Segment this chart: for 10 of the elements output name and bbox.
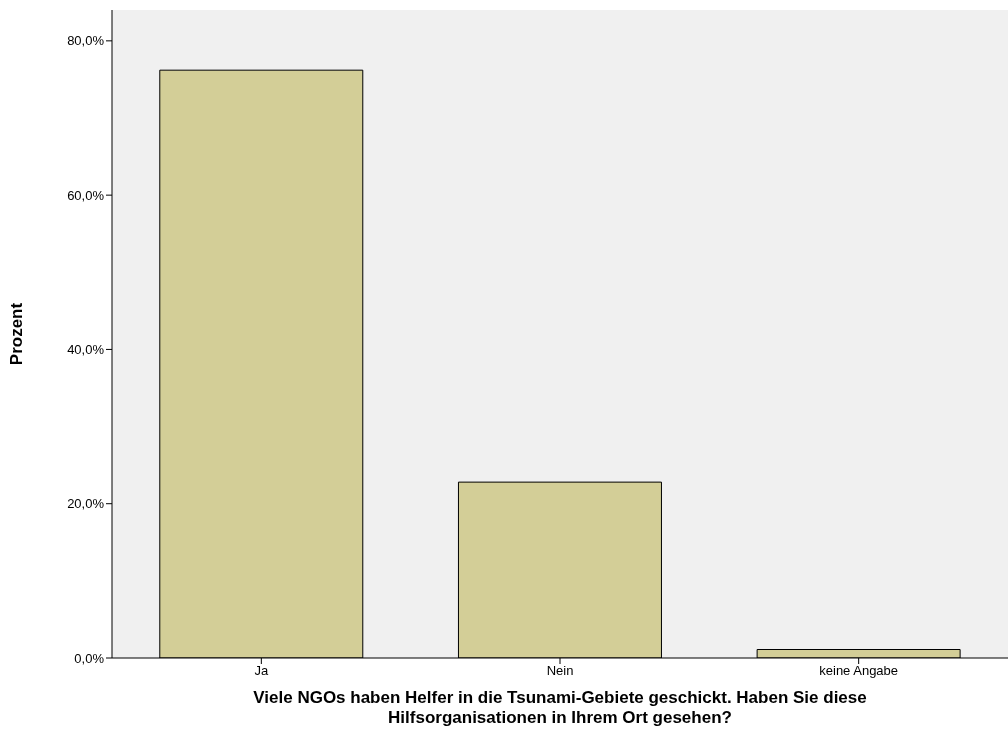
x-axis-title: Viele NGOs haben Helfer in die Tsunami-Gebiete geschickt. Haben Sie diese Hilfsorganisationen in Ihrem Ort gesehen? — [252, 688, 868, 728]
y-tick-label: 0,0% — [74, 650, 105, 666]
x-tick-label: keine Angabe — [819, 663, 899, 679]
y-axis-title: Prozent — [7, 302, 27, 366]
y-tick-label: 40,0% — [67, 342, 105, 358]
x-tick-label: Ja — [254, 663, 269, 679]
y-tick-label: 80,0% — [67, 33, 105, 49]
y-tick-label: 20,0% — [67, 496, 105, 512]
x-tick-label: Nein — [546, 663, 574, 679]
y-tick-label: 60,0% — [67, 187, 105, 203]
